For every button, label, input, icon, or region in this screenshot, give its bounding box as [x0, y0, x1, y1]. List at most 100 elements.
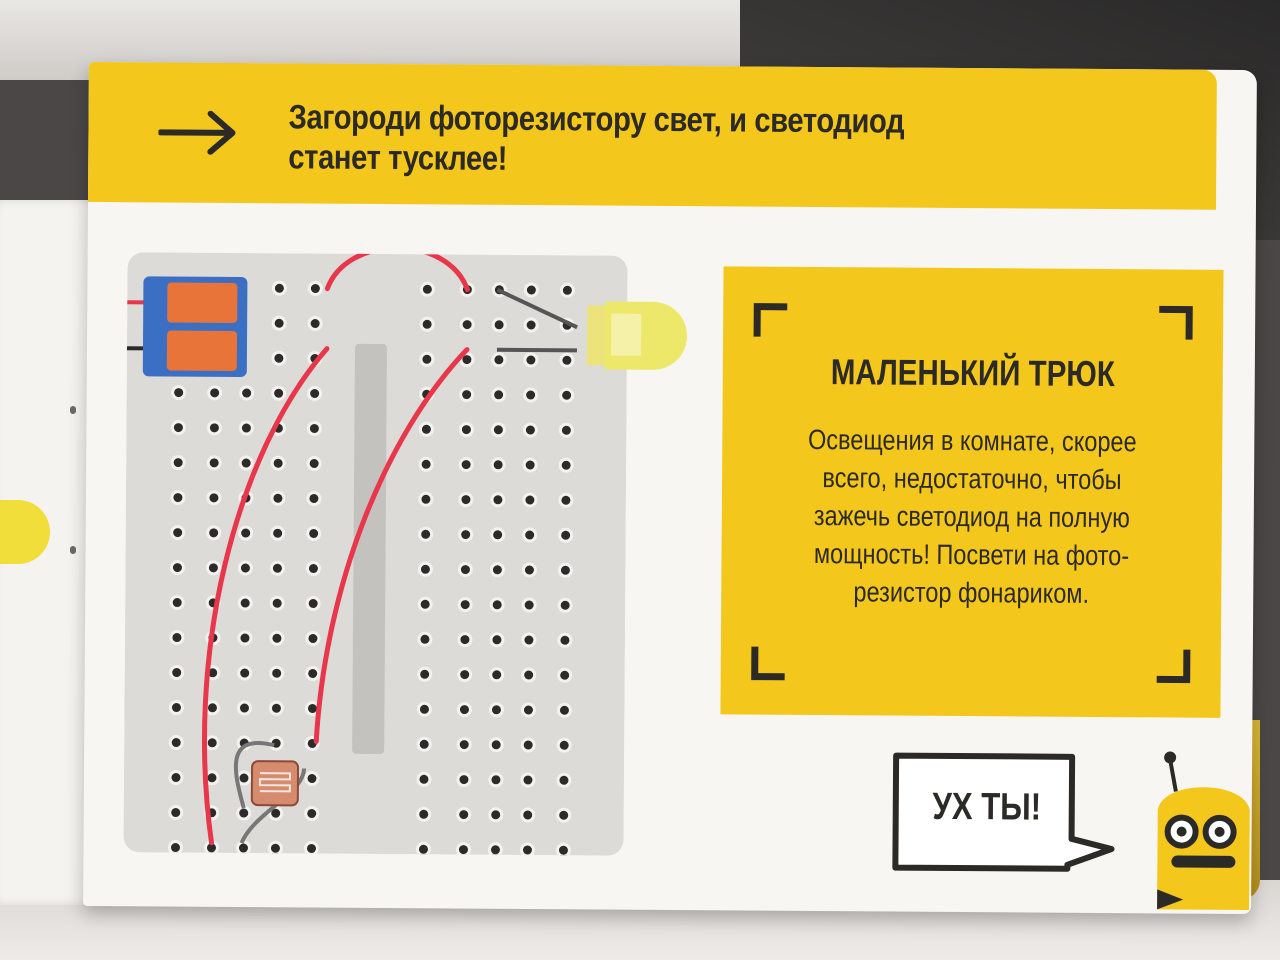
breadboard-hole — [170, 525, 186, 541]
breadboard-hole — [556, 737, 572, 753]
breadboard-hole — [206, 455, 222, 471]
breadboard-hole — [304, 771, 320, 787]
breadboard-hole — [204, 700, 220, 716]
breadboard-hole — [271, 385, 287, 401]
breadboard-hole — [236, 700, 252, 716]
breadboard-hole — [456, 807, 472, 823]
breadboard-hole — [556, 772, 572, 788]
breadboard-hole — [490, 527, 506, 543]
breadboard-hole — [168, 735, 184, 751]
breadboard-hole — [489, 597, 505, 613]
breadboard-hole — [556, 807, 572, 823]
breadboard-hole — [169, 595, 185, 611]
breadboard-hole — [206, 525, 222, 541]
breadboard-hole — [488, 772, 504, 788]
breadboard-hole — [268, 700, 284, 716]
breadboard-hole — [559, 282, 575, 298]
breadboard-hole — [267, 840, 283, 856]
breadboard-hole — [557, 632, 573, 648]
breadboard-hole — [170, 420, 186, 436]
breadboard-hole — [206, 490, 222, 506]
binding-stitch — [70, 546, 76, 554]
breadboard-hole — [417, 596, 433, 612]
breadboard-hole — [168, 805, 184, 821]
breadboard-hole — [455, 842, 471, 856]
robot-mascot-icon — [1157, 751, 1250, 911]
breadboard-hole — [520, 702, 536, 718]
breadboard-hole — [419, 281, 435, 297]
breadboard-hole — [269, 665, 285, 681]
breadboard-hole — [559, 387, 575, 403]
breadboard-hole — [456, 702, 472, 718]
trick-body-line: мощность! Посвети на фото- — [813, 538, 1130, 572]
speech-text: УХ ТЫ! — [932, 785, 1042, 829]
wire-top — [324, 252, 470, 293]
breadboard-hole — [489, 667, 505, 683]
breadboard-hole — [305, 596, 321, 612]
breadboard-hole — [523, 282, 539, 298]
breadboard-hole — [304, 806, 320, 822]
breadboard-hole — [457, 597, 473, 613]
breadboard-hole — [307, 316, 323, 332]
right-arrow-icon — [158, 110, 236, 155]
trick-body: Освещения в комнате, скорее всего, недос… — [751, 421, 1192, 614]
breadboard-hole — [459, 387, 475, 403]
led-leg — [496, 287, 578, 330]
breadboard-hole — [306, 526, 322, 542]
breadboard-hole — [456, 772, 472, 788]
breadboard-hole — [558, 527, 574, 543]
led-fragment-icon — [0, 500, 50, 564]
breadboard-hole — [522, 492, 538, 508]
breadboard-hole — [458, 457, 474, 473]
breadboard-hole — [521, 667, 537, 683]
breadboard-hole — [491, 387, 507, 403]
breadboard-hole — [523, 352, 539, 368]
breadboard-hole — [269, 595, 285, 611]
breadboard-hole — [305, 666, 321, 682]
breadboard-hole — [458, 422, 474, 438]
breadboard-hole — [270, 490, 286, 506]
breadboard-hole — [271, 315, 287, 331]
breadboard-hole — [236, 805, 252, 821]
breadboard-hole — [236, 770, 252, 786]
breadboard-hole — [490, 422, 506, 438]
breadboard-hole — [418, 491, 434, 507]
breadboard-hole — [522, 527, 538, 543]
breadboard-hole — [459, 317, 475, 333]
breadboard-hole — [556, 702, 572, 718]
breadboard-hole — [169, 630, 185, 646]
breadboard-hole — [235, 840, 251, 856]
breadboard-hole — [418, 421, 434, 437]
breadboard-hole — [559, 352, 575, 368]
breadboard-hole — [419, 316, 435, 332]
frame-corners — [751, 303, 1193, 684]
breadboard-hole — [456, 737, 472, 753]
breadboard-hole — [415, 841, 431, 856]
instruction-text: Загороди фоторезистору свет, и светодиод… — [288, 98, 905, 178]
breadboard-hole — [521, 597, 537, 613]
breadboard-hole — [306, 421, 322, 437]
breadboard-hole — [303, 841, 319, 856]
breadboard-hole — [271, 280, 287, 296]
trick-body-line: зажечь светодиод на полную — [813, 500, 1130, 534]
breadboard-hole — [521, 632, 537, 648]
breadboard-hole — [306, 456, 322, 472]
breadboard-hole — [167, 840, 183, 856]
breadboard-hole — [416, 806, 432, 822]
breadboard-hole — [417, 631, 433, 647]
breadboard-hole — [270, 455, 286, 471]
wire-right — [313, 347, 470, 745]
breadboard-hole — [558, 492, 574, 508]
breadboard-hole — [271, 350, 287, 366]
breadboard-hole — [169, 665, 185, 681]
breadboard-hole — [207, 385, 223, 401]
breadboard-hole — [168, 770, 184, 786]
breadboard-hole — [170, 490, 186, 506]
breadboard-hole — [458, 492, 474, 508]
breadboard-hole — [491, 352, 507, 368]
breadboard-hole — [170, 455, 186, 471]
breadboard-hole — [237, 595, 253, 611]
breadboard-hole — [416, 701, 432, 717]
breadboard-hole — [305, 561, 321, 577]
breadboard-hole — [490, 492, 506, 508]
